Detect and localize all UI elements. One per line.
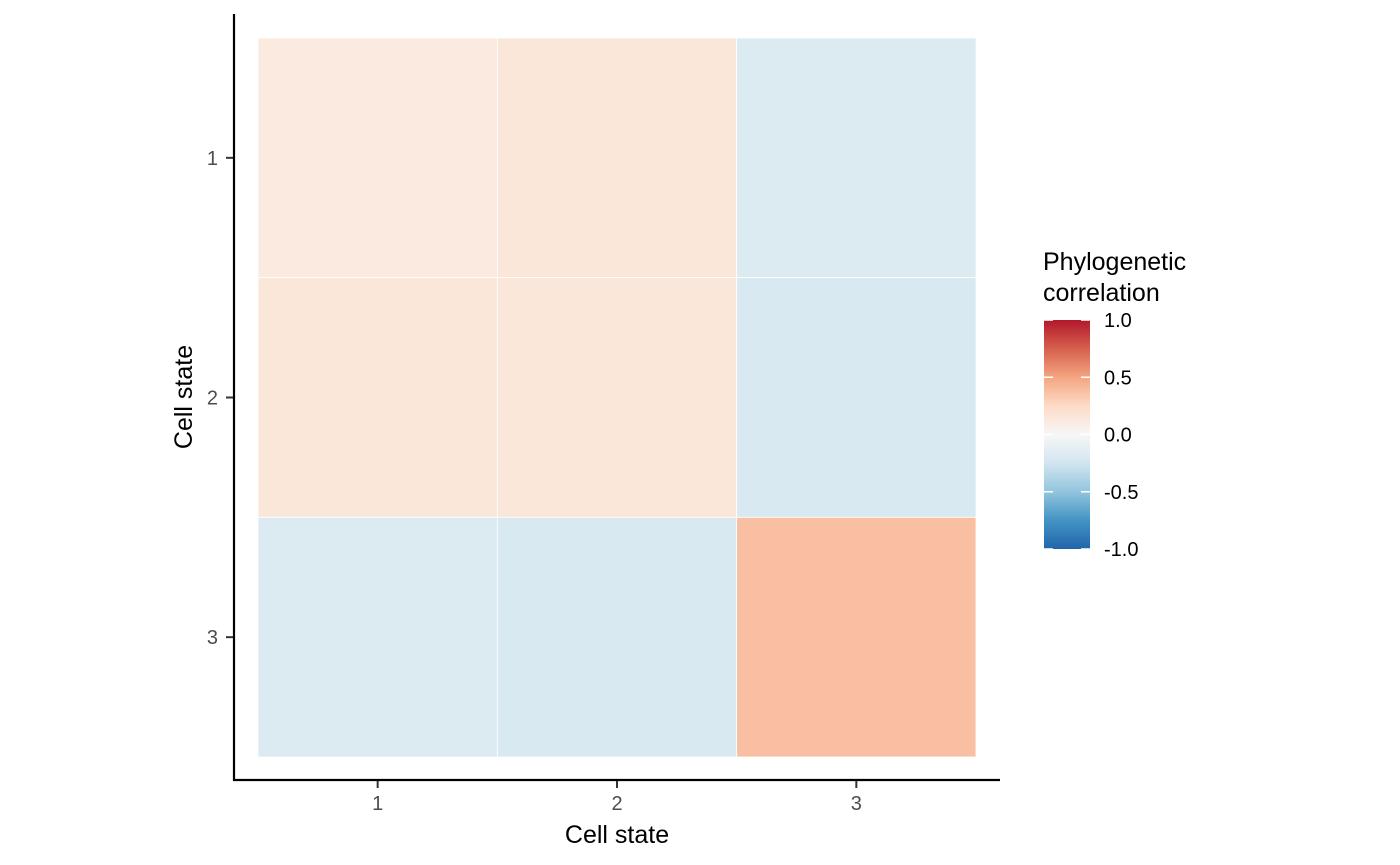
legend-title-line-2: correlation [1043,279,1160,307]
color-legend: Phylogenetic correlation 1.0 0.5 0.0 -0.5 -1… [1043,248,1186,561]
heatmap-cell-r1-c3 [736,37,977,279]
legend-tick-label-2: 0.5 [1104,367,1132,389]
heatmap-cell-r2-c3 [736,277,977,518]
heatmap-cell-r2-c2 [496,277,738,518]
legend-tick-label-5: -1.0 [1104,539,1138,561]
legend-tick-label-3: 0.0 [1104,425,1132,447]
heatmap-cells [257,37,977,758]
x-tick-label-1: 1 [372,793,383,815]
y-tick-label-2: 2 [207,388,218,410]
heatmap-cell-r3-c2 [496,516,738,758]
heatmap-cell-r3-c3 [736,516,977,758]
y-axis-title: Cell state [170,345,198,449]
x-axis-ticks: 1 2 3 [372,781,862,815]
heatmap-cell-r3-c1 [257,516,498,758]
heatmap-cell-r2-c1 [257,277,498,518]
y-tick-label-1: 1 [207,148,218,170]
y-tick-label-3: 3 [207,627,218,649]
legend-title-line-1: Phylogenetic [1043,248,1186,276]
heatmap-cell-r1-c2 [496,37,738,279]
x-tick-label-2: 2 [611,793,622,815]
x-axis-title: Cell state [565,821,669,849]
x-tick-label-3: 3 [851,793,862,815]
y-axis-ticks: 1 2 3 [207,148,233,649]
legend-ticks: 1.0 0.5 0.0 -0.5 -1.0 [1044,310,1138,561]
legend-tick-label-4: -0.5 [1104,482,1138,504]
heatmap-cell-r1-c1 [257,37,498,279]
legend-tick-label-1: 1.0 [1104,310,1132,332]
